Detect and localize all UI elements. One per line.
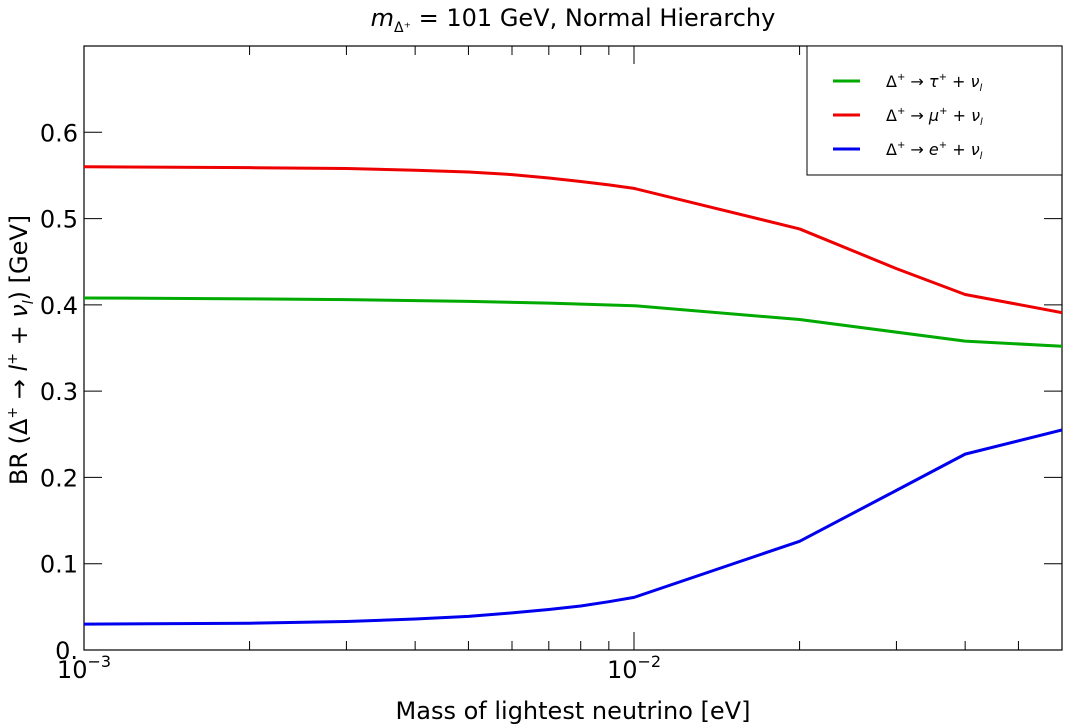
- ylabel-arrow: →: [5, 371, 33, 406]
- plot-frame: [83, 45, 1063, 651]
- y-tick-label: 0.5: [40, 206, 78, 234]
- series-lines: [84, 165, 1062, 626]
- legend-label-e: Δ+ → e+ + νl: [886, 140, 983, 162]
- y-tick-label: 0.4: [40, 292, 78, 320]
- y-tick-label: 0.3: [40, 378, 78, 406]
- series-line-mu: [84, 165, 1062, 315]
- ylabel-sup2: +: [5, 353, 21, 365]
- ylabel-nu: ν: [5, 304, 33, 317]
- title-rest: = 101 GeV, Normal Hierarchy: [411, 4, 775, 32]
- y-tick-label: 0.1: [40, 551, 78, 579]
- y-tick-label: 0.6: [40, 119, 78, 147]
- series-line-e: [84, 428, 1062, 626]
- x-axis-label: Mass of lightest neutrino [eV]: [396, 697, 751, 725]
- x-tick-label: 10−2: [607, 652, 661, 684]
- legend: Δ+ → τ+ + νl Δ+ → μ+ + νl Δ+ → e+ + νl: [806, 45, 1063, 176]
- ylabel-suffix: ) [GeV]: [5, 215, 33, 301]
- ylabel-sup1: +: [5, 407, 21, 419]
- ylabel-plus: +: [5, 318, 33, 353]
- y-tick-labels: 0. 0.1 0.2 0.3 0.4 0.5 0.6: [40, 119, 78, 665]
- legend-box: [806, 45, 1063, 176]
- legend-label-tau: Δ+ → τ+ + νl: [886, 72, 982, 94]
- y-tick-label: 0.2: [40, 464, 78, 492]
- title-subscript: Δ⁺: [394, 20, 411, 36]
- series-line-tau: [84, 296, 1062, 348]
- legend-label-mu: Δ+ → μ+ + νl: [886, 106, 983, 128]
- y-tick-label: 0.: [55, 637, 78, 665]
- x-tick-label: 10−3: [57, 652, 111, 684]
- chart-title: mΔ⁺ = 101 GeV, Normal Hierarchy: [371, 4, 776, 36]
- x-tick-labels: 10−3 10−2: [57, 652, 661, 684]
- y-axis-label: BR (Δ+ → l+ + νl) [GeV]: [5, 215, 37, 485]
- ylabel-prefix: BR (Δ: [5, 418, 33, 485]
- ylabel-l: l: [5, 364, 33, 371]
- title-m: m: [371, 4, 394, 32]
- ylabel-sub: l: [21, 300, 37, 304]
